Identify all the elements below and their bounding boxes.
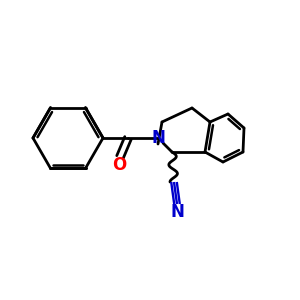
Text: N: N: [170, 203, 184, 221]
Text: N: N: [151, 129, 165, 147]
Text: O: O: [112, 156, 126, 174]
